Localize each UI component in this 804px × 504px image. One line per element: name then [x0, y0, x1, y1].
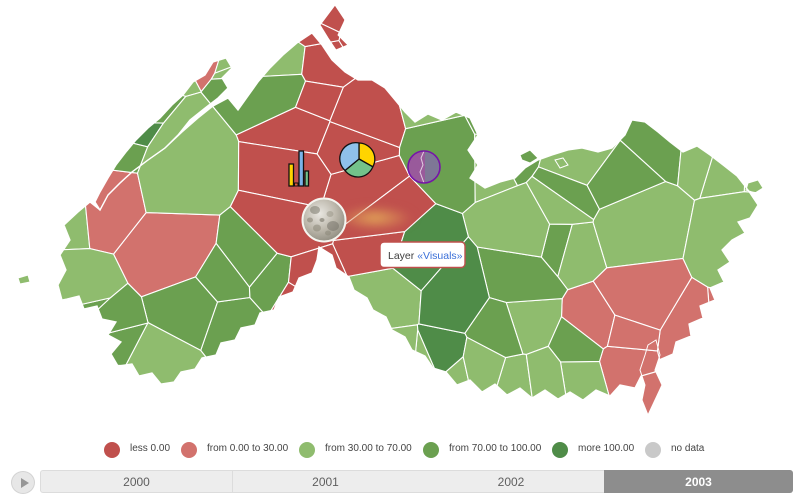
svg-text:Layer «Visuals»: Layer «Visuals» [388, 250, 463, 262]
